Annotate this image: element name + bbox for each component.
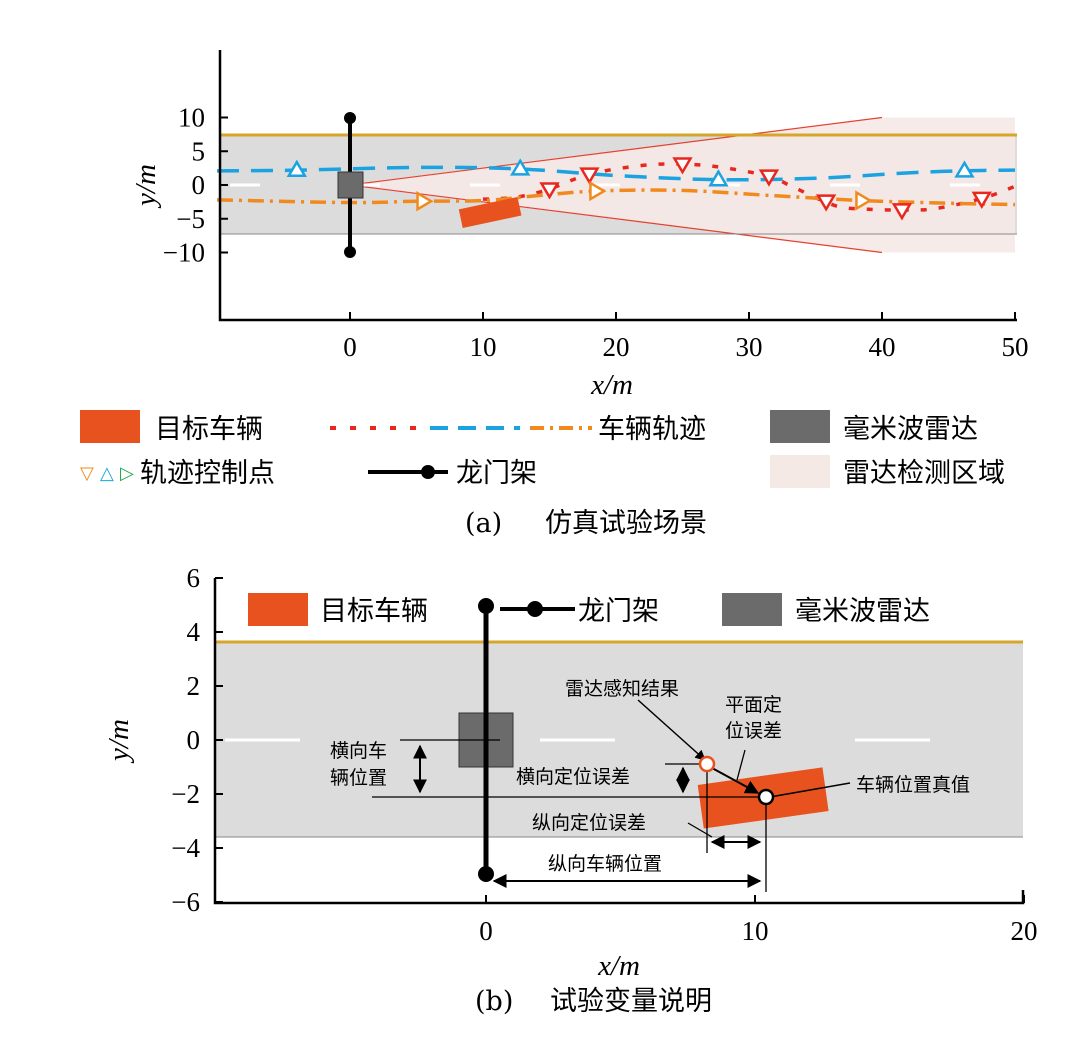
legend-label-control-points: 轨迹控制点 [140, 458, 275, 489]
legend-label-detection: 雷达检测区域 [843, 458, 1005, 489]
arrow-plane-error [711, 767, 760, 794]
control-point-red [971, 191, 992, 209]
target-vehicle-a [458, 196, 522, 229]
control-point-red [815, 194, 837, 212]
annotation-longitudinal-position: 纵向车辆位置 [548, 853, 662, 875]
legend-label-vehicle: 目标车辆 [155, 414, 263, 445]
annotation-radar-result: 雷达感知结果 [565, 678, 679, 700]
x-axis-label-b: x/m [597, 950, 640, 982]
control-point-orange [589, 180, 607, 202]
legend-b-dot-gantry [527, 601, 543, 617]
legend-b-label-gantry: 龙门架 [578, 596, 659, 627]
control-point-blue [954, 160, 975, 178]
leader-truth [769, 782, 851, 798]
x-tick-label-a: 50 [1002, 332, 1029, 362]
gantry-bottom-b [478, 866, 494, 882]
y-tick-label-b: −6 [171, 887, 200, 917]
annotation-plane-error-2: 位误差 [725, 720, 782, 742]
y-tick-label-b: 4 [187, 617, 201, 647]
legend-a: 目标车辆 车辆轨迹 毫米波雷达 ▽ △ ▷ 轨迹控制点 龙门架 雷达检测区域 [80, 410, 1005, 489]
x-tick-label-a: 0 [343, 332, 357, 362]
x-tick-label-b: 20 [1011, 916, 1038, 946]
legend-symbol-red-triangle: ▽ [80, 463, 94, 484]
control-point-red [672, 157, 693, 175]
legend-symbol-green-triangle: ▷ [120, 463, 134, 484]
trajectory-line-blue-dashed [216, 165, 1016, 182]
y-tick-label-a: −5 [176, 204, 205, 234]
legend-label-gantry: 龙门架 [456, 458, 537, 489]
y-tick-label-a: 5 [192, 136, 206, 166]
x-tick-label-a: 20 [603, 332, 630, 362]
axes-frame-a [218, 50, 1017, 322]
control-point-orange [416, 191, 434, 212]
y-tick-label-a: −10 [163, 238, 205, 268]
legend-b-label-vehicle: 目标车辆 [320, 596, 428, 627]
x-tick-label-b: 0 [479, 916, 493, 946]
legend-label-trajectory: 车辆轨迹 [598, 414, 706, 445]
legend-b-swatch-radar [722, 593, 782, 626]
y-tick-label-b: 0 [187, 725, 201, 755]
legend-swatch-vehicle [80, 410, 140, 443]
leader-radar-result [637, 699, 706, 761]
legend-symbol-blue-triangle: △ [100, 463, 114, 484]
x-axis-label-a: x/m [590, 369, 633, 401]
annotation-lateral-error: 横向定位误差 [516, 766, 630, 788]
y-tick-label-b: 6 [187, 563, 201, 593]
control-point-blue [708, 169, 729, 187]
y-axis-label-b: y/m [103, 719, 135, 764]
annotation-truth: 车辆位置真值 [856, 774, 970, 796]
legend-b-label-radar: 毫米波雷达 [795, 596, 930, 627]
gantry-bottom-a [344, 246, 356, 258]
legend-b: 目标车辆 龙门架 毫米波雷达 [248, 593, 930, 627]
leader-plane-error [736, 749, 746, 781]
radar-detection-region [350, 117, 1015, 253]
annotation-plane-error-1: 平面定 [725, 694, 782, 716]
y-tick-label-a: 10 [178, 103, 205, 133]
annotation-lateral-position-2: 辆位置 [330, 767, 387, 789]
y-tick-label-b: −2 [171, 779, 200, 809]
chart-b: 雷达感知结果 平面定 位误差 横向车 辆位置 横向定位误差 车辆位置真值 纵向定… [103, 563, 1038, 982]
vehicle-truth-point [757, 788, 775, 806]
y-axis-label-a: y/m [130, 164, 162, 209]
control-point-red [579, 167, 600, 185]
legend-swatch-detection [770, 455, 830, 488]
detection-edge-top [349, 116, 883, 186]
gantry-top-b [478, 598, 494, 614]
control-point-red [891, 203, 913, 221]
x-tick-label-a: 30 [736, 332, 763, 362]
caption-b-label: (b) [475, 986, 513, 1017]
caption-b: 试验变量说明 [550, 986, 712, 1017]
y-tick-label-b: −4 [171, 833, 200, 863]
radar-result-point [698, 755, 716, 773]
control-point-orange [855, 190, 873, 211]
control-point-red [539, 182, 560, 200]
control-point-blue [286, 159, 307, 177]
x-tick-label-a: 40 [869, 332, 896, 362]
legend-b-swatch-vehicle [248, 593, 308, 626]
radar-a [337, 171, 364, 199]
caption-a: 仿真试验场景 [545, 508, 707, 539]
legend-label-radar: 毫米波雷达 [843, 414, 978, 445]
annotation-longitudinal-error: 纵向定位误差 [532, 812, 646, 834]
legend-dot-gantry [421, 465, 435, 479]
leader-lon-error [687, 822, 713, 838]
legend-swatch-radar [770, 410, 830, 443]
caption-a-label: (a) [465, 508, 502, 539]
detection-edge-bottom [349, 184, 883, 254]
gantry-top-a [344, 112, 356, 124]
x-tick-label-b: 10 [742, 916, 769, 946]
y-tick-label-a: 0 [192, 170, 206, 200]
control-point-red [758, 169, 780, 187]
control-point-blue [510, 158, 531, 176]
x-tick-label-a: 10 [470, 332, 497, 362]
annotation-lateral-position-1: 横向车 [330, 740, 387, 762]
y-tick-label-b: 2 [187, 671, 201, 701]
